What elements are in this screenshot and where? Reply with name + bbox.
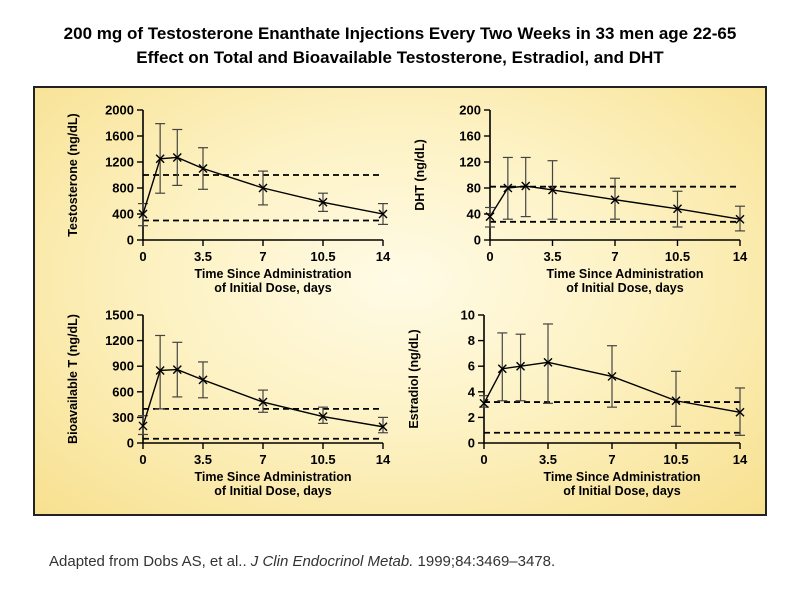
testosterone-y-axis-label: Testosterone (ng/dL) [66,113,80,236]
dht-y-tick-label: 200 [459,103,481,118]
estradiol-y-tick-label: 4 [468,384,476,399]
dht-x-axis-label: Time Since Administration [547,267,704,281]
bioavailable-t-data-point [198,375,208,385]
dht-y-tick-label: 40 [467,207,481,222]
dht-data-point [610,195,620,205]
testosterone-x-tick-label: 0 [139,249,146,264]
dht-x-tick-label: 7 [611,249,618,264]
bioavailable-t-data-point [378,422,388,432]
estradiol-y-tick-label: 6 [468,359,475,374]
testosterone-data-point [155,154,165,164]
estradiol-y-tick-label: 8 [468,333,475,348]
estradiol-y-axis-label: Estradiol (ng/dL) [407,329,421,428]
dht-y-tick-label: 0 [474,233,481,248]
testosterone-x-axis-label: of Initial Dose, days [214,281,331,295]
estradiol-y-tick-label: 10 [461,308,475,323]
estradiol-x-tick-label: 14 [733,452,748,467]
bioavailable-t-data-point [138,421,148,431]
dht-data-point [521,181,531,191]
testosterone-y-tick-label: 0 [127,233,134,248]
testosterone-y-tick-label: 1600 [105,129,134,144]
estradiol-data-point [479,398,489,408]
estradiol-x-tick-label: 3.5 [539,452,557,467]
testosterone-data-point [198,164,208,173]
testosterone-data-point [172,152,182,162]
estradiol-y-tick-label: 0 [468,436,475,451]
citation: Adapted from Dobs AS, et al.. J Clin End… [49,553,555,570]
dht-x-tick-label: 3.5 [543,249,561,264]
dht-data-point [485,212,495,222]
bioavailable-t-x-tick-label: 10.5 [310,452,335,467]
bioavailable-t-y-tick-label: 1500 [105,308,134,323]
estradiol-x-tick-label: 0 [480,452,487,467]
dht-data-point [735,214,745,224]
dht-data-point [548,185,557,195]
bioavailable-t-y-axis-label: Bioavailable T (ng/dL) [66,314,80,444]
bioavailable-t-x-tick-label: 14 [376,452,391,467]
dht-x-axis-label: of Initial Dose, days [566,281,683,295]
dht-data-point [503,183,513,193]
chart-title-line-1: 200 mg of Testosterone Enanthate Injecti… [63,24,737,43]
testosterone-x-tick-label: 14 [376,249,391,264]
bioavailable-t-x-tick-label: 0 [139,452,146,467]
dht-y-tick-label: 160 [459,129,481,144]
estradiol-data-point [516,361,526,371]
bioavailable-t-y-tick-label: 300 [112,410,134,425]
citation-journal: J Clin Endocrinol Metab. [250,553,414,570]
testosterone-x-axis-label: Time Since Administration [195,267,352,281]
estradiol-data-point [671,396,681,406]
testosterone-data-point [138,209,148,219]
testosterone-data-point [378,209,388,219]
citation-prefix: Adapted from Dobs AS, et al.. [49,553,251,570]
estradiol-data-point [607,371,617,381]
estradiol-data-point [497,364,507,374]
dht-x-tick-label: 14 [733,249,748,264]
dht-y-axis-label: DHT (ng/dL) [413,139,427,211]
bioavailable-t-x-tick-label: 3.5 [194,452,212,467]
testosterone-x-tick-label: 7 [259,249,266,264]
testosterone-y-tick-label: 1200 [105,155,134,170]
bioavailable-t-y-tick-label: 1200 [105,333,134,348]
estradiol-data-point [543,357,553,367]
dht-x-tick-label: 10.5 [665,249,690,264]
testosterone-data-point [318,197,328,207]
estradiol-x-axis-label: Time Since Administration [544,470,701,484]
bioavailable-t-x-axis-label: of Initial Dose, days [214,484,331,498]
bioavailable-t-data-point [155,365,165,375]
testosterone-x-tick-label: 3.5 [194,249,212,264]
dht-data-point [673,204,682,214]
estradiol-data-point [735,407,745,417]
estradiol-x-tick-label: 7 [608,452,615,467]
dht-y-tick-label: 80 [467,181,481,196]
testosterone-x-tick-label: 10.5 [310,249,335,264]
bioavailable-t-data-point [258,397,268,407]
testosterone-y-tick-label: 400 [112,207,134,222]
dht-x-tick-label: 0 [486,249,493,264]
bioavailable-t-y-tick-label: 900 [112,359,134,374]
estradiol-y-tick-label: 2 [468,410,475,425]
bioavailable-t-y-tick-label: 0 [127,436,134,451]
chart-title-line-2: Effect on Total and Bioavailable Testost… [136,48,664,67]
bioavailable-t-y-tick-label: 600 [112,384,134,399]
testosterone-y-tick-label: 2000 [105,103,134,118]
dht-y-tick-label: 120 [459,155,481,170]
bioavailable-t-x-axis-label: Time Since Administration [195,470,352,484]
bioavailable-t-data-point [318,412,328,422]
testosterone-y-tick-label: 800 [112,181,134,196]
estradiol-x-tick-label: 10.5 [663,452,688,467]
bioavailable-t-data-point [172,365,182,375]
testosterone-data-point [258,183,268,193]
estradiol-x-axis-label: of Initial Dose, days [563,484,680,498]
bioavailable-t-x-tick-label: 7 [259,452,266,467]
chart-panel-background [33,86,767,516]
citation-suffix: 1999;84:3469–3478. [413,553,556,570]
